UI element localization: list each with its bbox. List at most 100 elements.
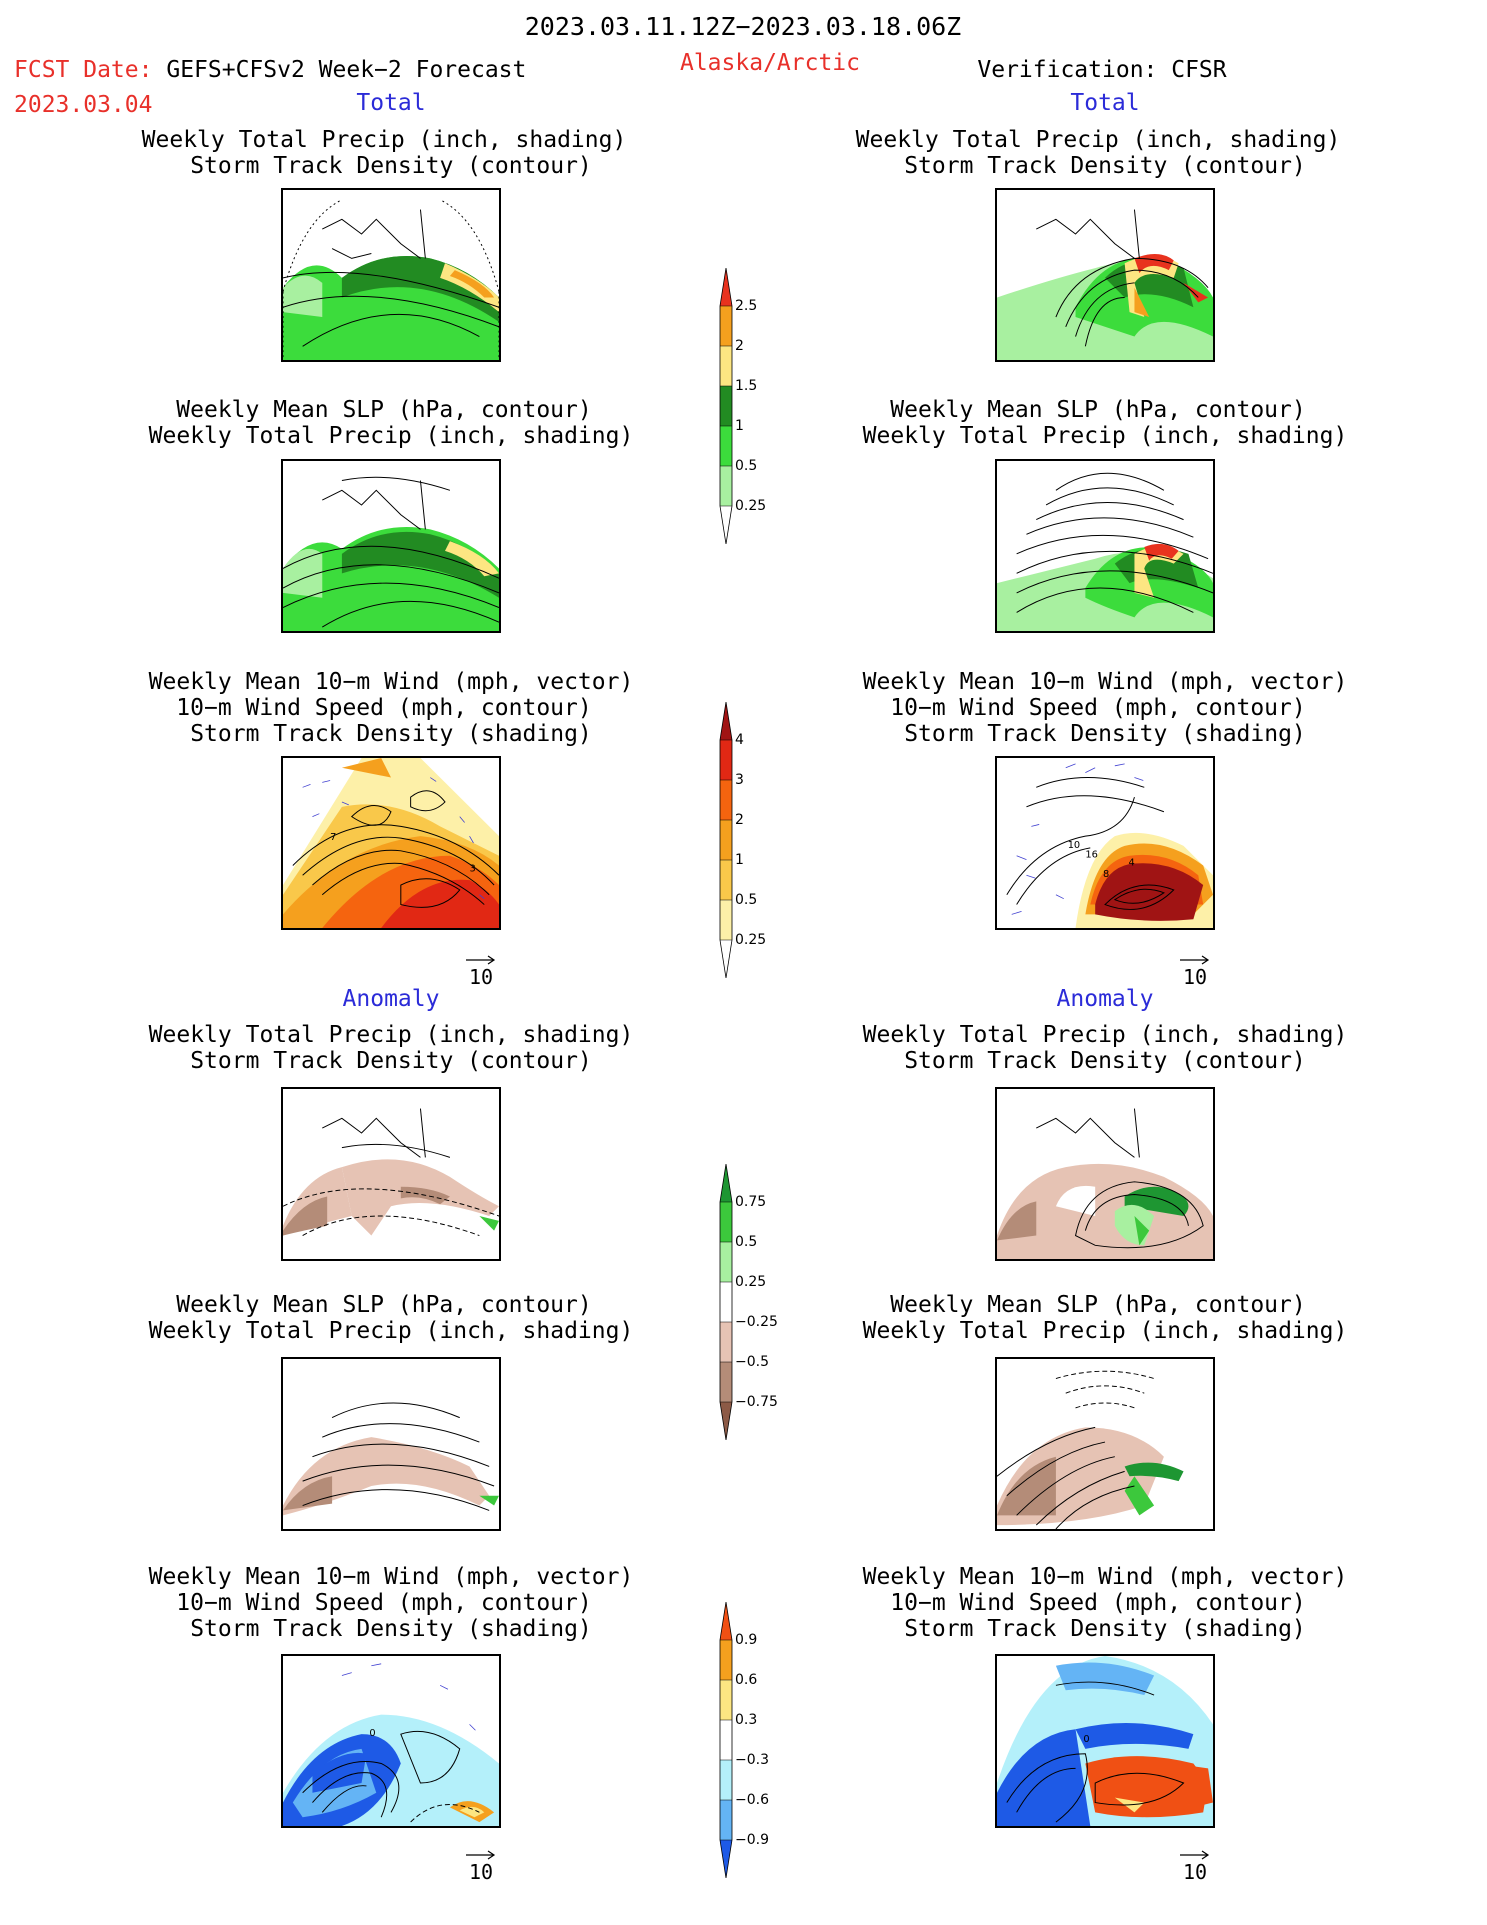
cbar-seg xyxy=(720,702,732,740)
fcst-model: GEFS+CFSv2 Week−2 Forecast xyxy=(166,57,527,83)
panel-title-10a: Weekly Mean SLP (hPa, contour) xyxy=(890,1292,1306,1318)
map-total-slp-verification xyxy=(995,459,1215,633)
cbar-seg xyxy=(720,1840,732,1878)
panel-title-1b: Storm Track Density (contour) xyxy=(190,153,592,179)
panel-title-12c: Storm Track Density (shading) xyxy=(904,1616,1306,1642)
cbar-label: 2 xyxy=(735,338,744,354)
wind-contour-label: 8 xyxy=(1103,869,1109,880)
panel-title-6a: Weekly Mean 10−m Wind (mph, vector) xyxy=(862,669,1348,695)
panel-title-11a: Weekly Mean 10−m Wind (mph, vector) xyxy=(148,1564,634,1590)
panel-title-5c: Storm Track Density (shading) xyxy=(190,721,592,747)
panel-title-10b: Weekly Total Precip (inch, shading) xyxy=(862,1318,1348,1344)
cbar-label: 0.5 xyxy=(735,1234,757,1250)
cbar-seg xyxy=(720,1602,732,1640)
cbar-label: −0.3 xyxy=(735,1752,769,1768)
fcst-date: 2023.03.04 xyxy=(14,92,153,118)
cbar-seg xyxy=(720,1164,732,1202)
fcst-prefix: FCST Date: xyxy=(14,57,153,83)
cbar-label: 4 xyxy=(735,732,744,748)
panel-title-12a: Weekly Mean 10−m Wind (mph, vector) xyxy=(862,1564,1348,1590)
cbar-seg xyxy=(720,740,732,780)
fcst-date-line: FCST Date: GEFS+CFSv2 Week−2 Forecast xyxy=(14,59,526,82)
cbar-seg xyxy=(720,900,732,940)
panel-title-4a: Weekly Mean SLP (hPa, contour) xyxy=(890,397,1306,423)
section-total-left: Total xyxy=(356,90,426,116)
arrow-right-icon xyxy=(1180,1850,1210,1860)
cbar-seg xyxy=(720,1760,732,1800)
cbar-seg xyxy=(720,780,732,820)
section-anomaly-right: Anomaly xyxy=(1056,986,1154,1012)
wind-contour-label: 4 xyxy=(1129,857,1135,868)
cbar-label: 0.5 xyxy=(735,458,757,474)
wind-contour-label: 0 xyxy=(369,1728,375,1739)
panel-title-1a: Weekly Total Precip (inch, shading) xyxy=(141,127,627,153)
panel-title-2a: Weekly Total Precip (inch, shading) xyxy=(855,127,1341,153)
vector-ref-label: 10 xyxy=(468,965,494,989)
colorbar-track-total-svg: 4 3 2 1 0.5 0.25 xyxy=(719,701,766,979)
panel-title-2b: Storm Track Density (contour) xyxy=(904,153,1306,179)
panel-title-6c: Storm Track Density (shading) xyxy=(904,721,1306,747)
section-total-right: Total xyxy=(1070,90,1140,116)
colorbar-precip-anomaly: 0.75 0.5 0.25 −0.25 −0.5 −0.75 xyxy=(712,1162,802,1452)
cbar-label: 2 xyxy=(735,812,744,828)
map-total-precip-forecast xyxy=(281,188,501,362)
cbar-label: −0.75 xyxy=(735,1394,778,1410)
wind-contour-label: 10 xyxy=(1068,840,1080,851)
vector-ref-label: 10 xyxy=(468,1860,494,1884)
cbar-label: −0.9 xyxy=(735,1832,769,1848)
cbar-label: 0.25 xyxy=(735,932,766,948)
cbar-label: 0.25 xyxy=(735,498,766,514)
cbar-label: −0.5 xyxy=(735,1354,769,1370)
panel-title-5a: Weekly Mean 10−m Wind (mph, vector) xyxy=(148,669,634,695)
arrow-right-icon xyxy=(466,1850,496,1860)
cbar-seg xyxy=(720,426,732,466)
cbar-label: 2.5 xyxy=(735,298,757,314)
wind-contour-label: 16 xyxy=(1085,850,1097,861)
vector-ref-label: 10 xyxy=(1182,1860,1208,1884)
cbar-seg xyxy=(720,306,732,346)
cbar-label: 0.9 xyxy=(735,1632,757,1648)
panel-title-8b: Storm Track Density (contour) xyxy=(904,1048,1306,1074)
cbar-seg xyxy=(720,268,732,306)
colorbar-precip-total-svg: 2.5 2 1.5 1 0.5 0.25 xyxy=(719,267,766,545)
cbar-seg xyxy=(720,1680,732,1720)
panel-title-8a: Weekly Total Precip (inch, shading) xyxy=(862,1022,1348,1048)
vector-ref-total-left: 10 xyxy=(451,955,511,989)
cbar-seg xyxy=(720,1720,732,1760)
panel-title-6b: 10−m Wind Speed (mph, contour) xyxy=(890,695,1306,721)
map-total-slp-forecast xyxy=(281,459,501,633)
cbar-seg xyxy=(720,466,732,506)
cbar-label: 3 xyxy=(735,772,744,788)
vector-ref-label: 10 xyxy=(1182,965,1208,989)
cbar-label: 0.75 xyxy=(735,1194,766,1210)
panel-title-3b: Weekly Total Precip (inch, shading) xyxy=(148,423,634,449)
cbar-label: 0.5 xyxy=(735,892,757,908)
cbar-label: 0.6 xyxy=(735,1672,757,1688)
panel-title-9b: Weekly Total Precip (inch, shading) xyxy=(148,1318,634,1344)
panel-title-4b: Weekly Total Precip (inch, shading) xyxy=(862,423,1348,449)
arrow-right-icon xyxy=(1180,955,1210,965)
map-anomaly-precip-forecast xyxy=(281,1087,501,1261)
panel-title-7b: Storm Track Density (contour) xyxy=(190,1048,592,1074)
map-total-wind-forecast: 7 3 xyxy=(281,756,501,930)
cbar-seg xyxy=(720,1322,732,1362)
panel-title-11b: 10−m Wind Speed (mph, contour) xyxy=(176,1590,592,1616)
map-anomaly-wind-verification: 0 xyxy=(995,1654,1215,1828)
panel-title-5b: 10−m Wind Speed (mph, contour) xyxy=(176,695,592,721)
cbar-label: 0.25 xyxy=(735,1274,766,1290)
cbar-seg xyxy=(720,1242,732,1282)
verification-label: Verification: CFSR xyxy=(977,57,1227,83)
colorbar-precip-anomaly-svg: 0.75 0.5 0.25 −0.25 −0.5 −0.75 xyxy=(719,1163,778,1441)
vector-ref-anomaly-right: 10 xyxy=(1165,1850,1225,1884)
cbar-label: −0.25 xyxy=(735,1314,778,1330)
cbar-label: 1.5 xyxy=(735,378,757,394)
cbar-seg xyxy=(720,1640,732,1680)
vector-ref-anomaly-left: 10 xyxy=(451,1850,511,1884)
panel-title-7a: Weekly Total Precip (inch, shading) xyxy=(148,1022,634,1048)
section-anomaly-left: Anomaly xyxy=(342,986,440,1012)
cbar-seg xyxy=(720,386,732,426)
cbar-label: −0.6 xyxy=(735,1792,769,1808)
cbar-seg xyxy=(720,1402,732,1440)
panel-title-12b: 10−m Wind Speed (mph, contour) xyxy=(890,1590,1306,1616)
cbar-seg xyxy=(720,1800,732,1840)
